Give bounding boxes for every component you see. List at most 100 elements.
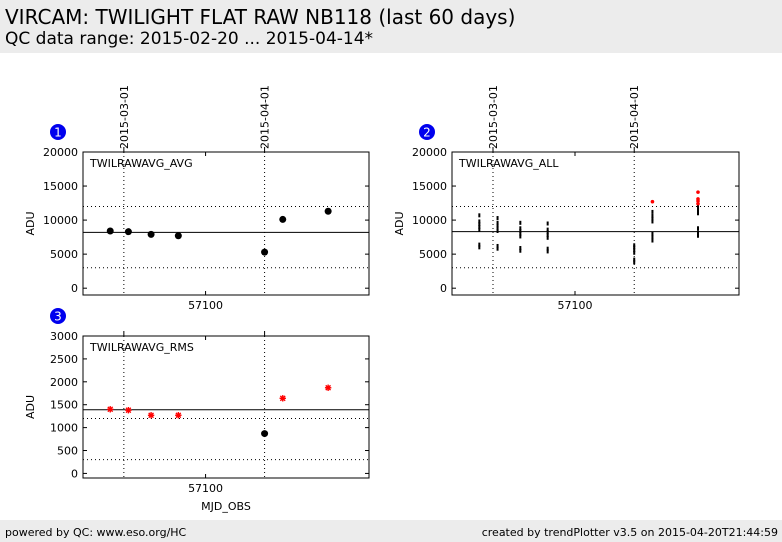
data-point [147, 412, 155, 419]
data-point [546, 230, 549, 235]
data-point [496, 243, 499, 248]
panel-badge-number: 2 [423, 126, 431, 140]
y-tick-label: 0 [71, 467, 78, 480]
data-point [519, 226, 522, 231]
data-point [496, 223, 499, 228]
data-point [324, 207, 332, 215]
y-tick-label: 1500 [50, 399, 78, 412]
data-point [478, 222, 481, 227]
y-tick-label: 0 [440, 282, 447, 295]
y-tick-label: 15000 [43, 180, 78, 193]
footer-bar: powered by QC: www.eso.org/HC created by… [0, 520, 782, 542]
parameter-label: TWILRAWAVG_ALL [458, 157, 559, 170]
footer-generator: created by trendPlotter v3.5 on 2015-04-… [481, 526, 778, 539]
data-point [279, 215, 287, 223]
data-point [651, 216, 654, 221]
y-tick-label: 15000 [412, 180, 447, 193]
plot-frame [82, 151, 370, 296]
data-point [697, 230, 699, 235]
data-point [124, 228, 132, 236]
data-point [633, 260, 636, 265]
data-point [478, 245, 481, 250]
data-point [546, 235, 549, 240]
date-tick-label: 2015-04-01 [628, 85, 641, 149]
y-axis-label: ADU [24, 395, 37, 419]
data-point-stroke [325, 384, 332, 391]
y-axis-label: ADU [393, 211, 406, 235]
data-point [324, 384, 332, 391]
parameter-label: TWILRAWAVG_AVG [89, 157, 193, 170]
x-tick-label: 57100 [188, 299, 223, 312]
data-point-stroke [125, 407, 132, 414]
y-tick-label: 1000 [50, 422, 78, 435]
data-point [696, 190, 700, 194]
parameter-label: TWILRAWAVG_RMS [89, 341, 194, 354]
data-point-stroke [107, 406, 114, 413]
data-point [519, 246, 522, 251]
y-tick-label: 5000 [50, 248, 78, 261]
y-tick-label: 500 [57, 445, 78, 458]
data-point [697, 233, 699, 238]
x-tick-label: 57100 [188, 482, 223, 495]
data-point [633, 257, 636, 262]
data-point [478, 213, 481, 218]
data-point [478, 227, 481, 232]
chart-panel-2: 2015-03-01 2015-04-01 0 5000 10000 15000 20000… [393, 85, 740, 312]
data-point [651, 219, 654, 224]
data-point [107, 406, 114, 413]
data-point [519, 234, 522, 239]
data-point [496, 228, 499, 233]
data-point-stroke [148, 412, 154, 419]
panel-badge-circle [50, 308, 66, 324]
data-point-stroke [175, 412, 182, 419]
data-point [147, 230, 155, 238]
y-tick-label: 10000 [412, 214, 447, 227]
chart-panel-3: 0 500 1000 1500 2000 2500 3000 57100 TWILRAWAVG_… [24, 308, 370, 513]
plot-frame [451, 151, 740, 296]
data-point [496, 220, 499, 225]
panel-badge-circle [419, 124, 435, 140]
data-point [697, 208, 699, 213]
data-point [697, 205, 699, 210]
data-point [478, 219, 481, 224]
date-tick-label: 2015-03-01 [118, 85, 131, 149]
data-point [261, 248, 269, 256]
data-point [174, 232, 182, 240]
data-point [633, 248, 636, 253]
data-point [496, 226, 499, 231]
data-point [633, 243, 636, 248]
data-point [519, 228, 522, 233]
data-point [496, 216, 499, 221]
plot-frame [82, 335, 370, 479]
y-tick-label: 20000 [412, 146, 447, 159]
chart-panel-1: 2015-03-01 2015-04-01 0 5000 10000 15000 20000… [24, 85, 370, 312]
charts-canvas: 2015-03-01 2015-04-0105000100001500020000… [24, 85, 740, 513]
page-subtitle: QC data range: 2015-02-20 ... 2015-04-14… [5, 29, 374, 49]
panel-badge-number: 1 [54, 126, 62, 140]
panel-badge-number: 3 [54, 310, 62, 324]
data-point [478, 242, 481, 247]
data-point [696, 201, 700, 206]
data-point [478, 224, 481, 229]
data-point [106, 227, 114, 235]
y-tick-label: 3000 [50, 330, 78, 343]
y-tick-label: 2500 [50, 353, 78, 366]
x-tick-label: 57100 [558, 299, 593, 312]
data-point [279, 395, 286, 402]
data-point [651, 235, 654, 240]
data-point [519, 231, 522, 236]
data-point [651, 231, 654, 236]
panel-badge-circle [50, 124, 66, 140]
data-point [546, 227, 549, 232]
page-title: VIRCAM: TWILIGHT FLAT RAW NB118 (last 60… [5, 5, 516, 29]
data-point [696, 197, 700, 201]
data-point [546, 221, 549, 226]
header-bar: VIRCAM: TWILIGHT FLAT RAW NB118 (last 60… [0, 0, 782, 53]
data-point [633, 250, 636, 255]
data-point [546, 246, 549, 251]
data-point [125, 407, 132, 414]
y-tick-label: 20000 [43, 146, 78, 159]
y-tick-label: 5000 [419, 248, 447, 261]
data-point [651, 214, 654, 219]
data-point [496, 246, 499, 251]
